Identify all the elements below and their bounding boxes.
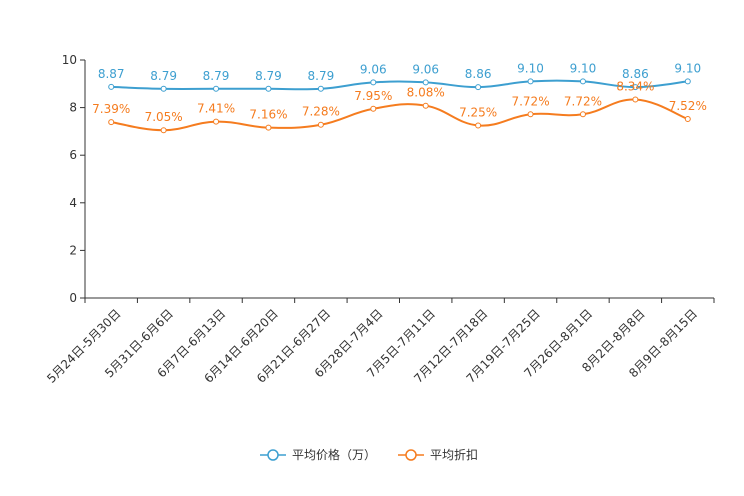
y-tick-label: 6 <box>69 148 77 162</box>
legend-marker-icon <box>267 449 279 461</box>
data-label: 7.28% <box>302 105 340 119</box>
series-1: 7.39% 7.05% 7.41% 7.16% 7.28% 7.95% 8.08% 7.25%… <box>92 80 707 134</box>
x-ticks: 5月24日-5月30日5月31日-6月6日6月7日-6月13日6月14日-6月2… <box>44 298 715 386</box>
data-label: 7.95% <box>354 89 392 103</box>
data-point <box>422 79 429 86</box>
data-point <box>317 85 324 92</box>
y-ticks: 0 2 4 6 8 10 <box>62 53 85 305</box>
series-0: 8.87 8.79 8.79 8.79 8.79 9.06 9.06 8.86 9.10 9.10… <box>98 61 701 92</box>
y-tick-label: 10 <box>62 53 77 67</box>
data-label: 9.06 <box>412 62 439 76</box>
data-label: 8.87 <box>98 67 125 81</box>
data-point <box>527 111 534 118</box>
data-label: 8.86 <box>465 67 492 81</box>
data-label: 9.10 <box>674 61 701 75</box>
data-point <box>160 127 167 134</box>
data-point <box>370 79 377 86</box>
y-tick-label: 2 <box>69 243 77 257</box>
data-label: 8.79 <box>203 69 230 83</box>
data-point <box>684 116 691 123</box>
data-point <box>213 85 220 92</box>
data-label: 8.79 <box>150 69 177 83</box>
data-label: 7.16% <box>249 108 287 122</box>
legend-item-1: 平均折扣 <box>398 447 478 462</box>
data-point <box>579 111 586 118</box>
data-label: 8.34% <box>616 80 654 94</box>
data-label: 7.72% <box>564 94 602 108</box>
data-label: 9.06 <box>360 62 387 76</box>
legend-label: 平均价格（万） <box>292 447 376 462</box>
data-point <box>160 85 167 92</box>
data-point <box>213 118 220 125</box>
legend: 平均价格（万） 平均折扣 <box>260 447 478 462</box>
data-point <box>579 78 586 85</box>
legend-item-0: 平均价格（万） <box>260 447 376 462</box>
data-label: 9.10 <box>517 61 544 75</box>
data-label: 7.52% <box>669 99 707 113</box>
data-point <box>370 105 377 112</box>
series-line <box>111 98 689 132</box>
data-label: 7.41% <box>197 102 235 116</box>
data-point <box>632 96 639 103</box>
data-point <box>422 102 429 109</box>
data-point <box>527 78 534 85</box>
data-label: 7.72% <box>511 94 549 108</box>
data-label: 8.79 <box>255 69 282 83</box>
data-label: 7.05% <box>145 110 183 124</box>
data-point <box>108 83 115 90</box>
data-point <box>108 119 115 126</box>
y-tick-label: 0 <box>69 291 77 305</box>
data-point <box>265 85 272 92</box>
data-label: 8.79 <box>308 69 335 83</box>
series-layer: 8.87 8.79 8.79 8.79 8.79 9.06 9.06 8.86 9.10 9.10… <box>92 61 707 134</box>
data-point <box>317 121 324 128</box>
data-label: 7.25% <box>459 105 497 119</box>
legend-label: 平均折扣 <box>430 447 478 462</box>
data-label: 8.86 <box>622 67 649 81</box>
y-tick-label: 8 <box>69 101 77 115</box>
data-label: 7.39% <box>92 102 130 116</box>
data-point <box>475 84 482 91</box>
data-point <box>475 122 482 129</box>
data-point <box>684 78 691 85</box>
series-line <box>111 79 688 91</box>
legend-marker-icon <box>405 449 417 461</box>
y-tick-label: 4 <box>69 196 77 210</box>
data-label: 9.10 <box>570 61 597 75</box>
data-label: 8.08% <box>407 86 445 100</box>
data-point <box>265 124 272 131</box>
axes <box>84 60 714 299</box>
data-point <box>632 84 639 91</box>
